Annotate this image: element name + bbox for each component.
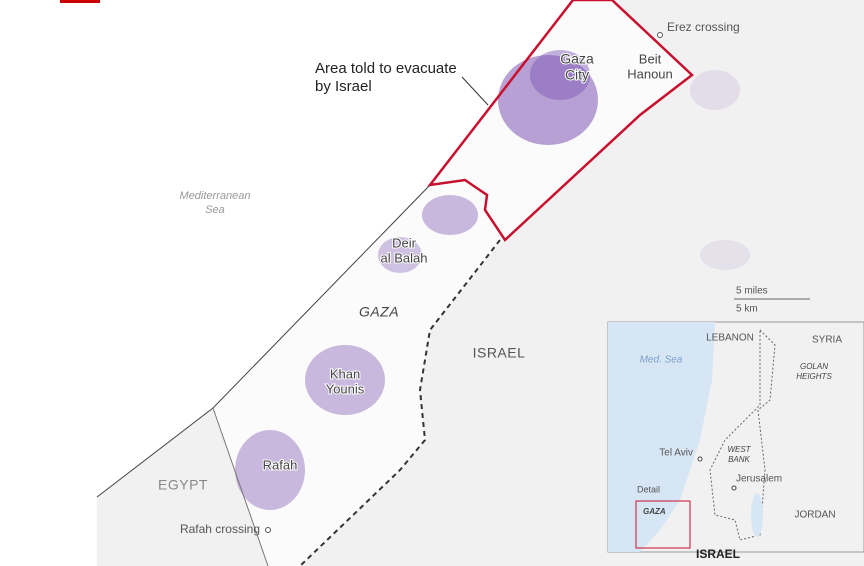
city-marker — [697, 456, 703, 462]
inset-map: LEBANON SYRIA Med. Sea GOLAN HEIGHTS WES… — [607, 321, 864, 561]
inset-label: Med. Sea — [640, 355, 683, 366]
note: Area told to evacuate — [315, 60, 457, 77]
inset-label: SYRIA — [812, 335, 842, 346]
inset-label: BANK — [728, 455, 750, 464]
place-label: Younis — [326, 381, 365, 396]
urban-area — [235, 430, 305, 510]
inset-label: GAZA — [643, 507, 666, 516]
urban-area — [378, 237, 422, 273]
urban-area — [530, 50, 590, 100]
inset-label: ISRAEL — [696, 547, 740, 561]
inset-label: HEIGHTS — [796, 372, 832, 381]
egypt-border — [212, 407, 269, 566]
note: by Israel — [315, 78, 372, 95]
place-label: al Balah — [381, 250, 428, 265]
place-label: Deir — [392, 235, 417, 250]
crossing-marker — [265, 527, 271, 533]
israel-border — [299, 239, 501, 566]
detail-box — [635, 500, 691, 549]
callout-line — [461, 76, 489, 106]
inset-label: LEBANON — [706, 333, 754, 344]
country-label: EGYPT — [158, 477, 208, 493]
city-marker — [731, 485, 737, 491]
place-label: City — [565, 67, 589, 83]
urban-areas — [235, 50, 750, 510]
place-label: Rafah — [263, 457, 298, 472]
inset-label: GOLAN — [800, 362, 828, 371]
place-label: Khan — [330, 366, 360, 381]
place-label: Beit — [639, 51, 662, 66]
country-label: ISRAEL — [473, 345, 526, 361]
dead-sea — [751, 493, 763, 537]
sea-label: Sea — [205, 204, 225, 216]
inset-label: Jerusalem — [736, 474, 782, 485]
gaza-strip — [213, 0, 692, 566]
urban-area — [422, 195, 478, 235]
urban-area — [700, 240, 750, 270]
inset-label: JORDAN — [794, 510, 835, 521]
sea-label: Mediterranean — [180, 190, 251, 202]
urban-area — [690, 70, 740, 110]
brand-tab — [60, 0, 100, 3]
inset-label: WEST — [727, 445, 751, 454]
scale-label: 5 km — [736, 304, 758, 315]
inset-border — [709, 328, 776, 541]
place-label: Hanoun — [627, 66, 673, 81]
inset-label: Detail — [637, 484, 660, 494]
sea — [0, 0, 573, 566]
crossing-marker — [657, 32, 663, 38]
evacuation-zone — [427, 0, 694, 242]
region-label: GAZA — [359, 304, 399, 320]
place-label: Gaza — [560, 51, 594, 67]
scale-label: 5 miles — [736, 286, 768, 297]
inset-sea — [608, 322, 715, 552]
urban-area — [498, 55, 598, 145]
urban-area — [305, 345, 385, 415]
place-label: Erez crossing — [667, 20, 740, 34]
inset-label: Tel Aviv — [659, 448, 693, 459]
place-label: Rafah crossing — [180, 522, 260, 536]
